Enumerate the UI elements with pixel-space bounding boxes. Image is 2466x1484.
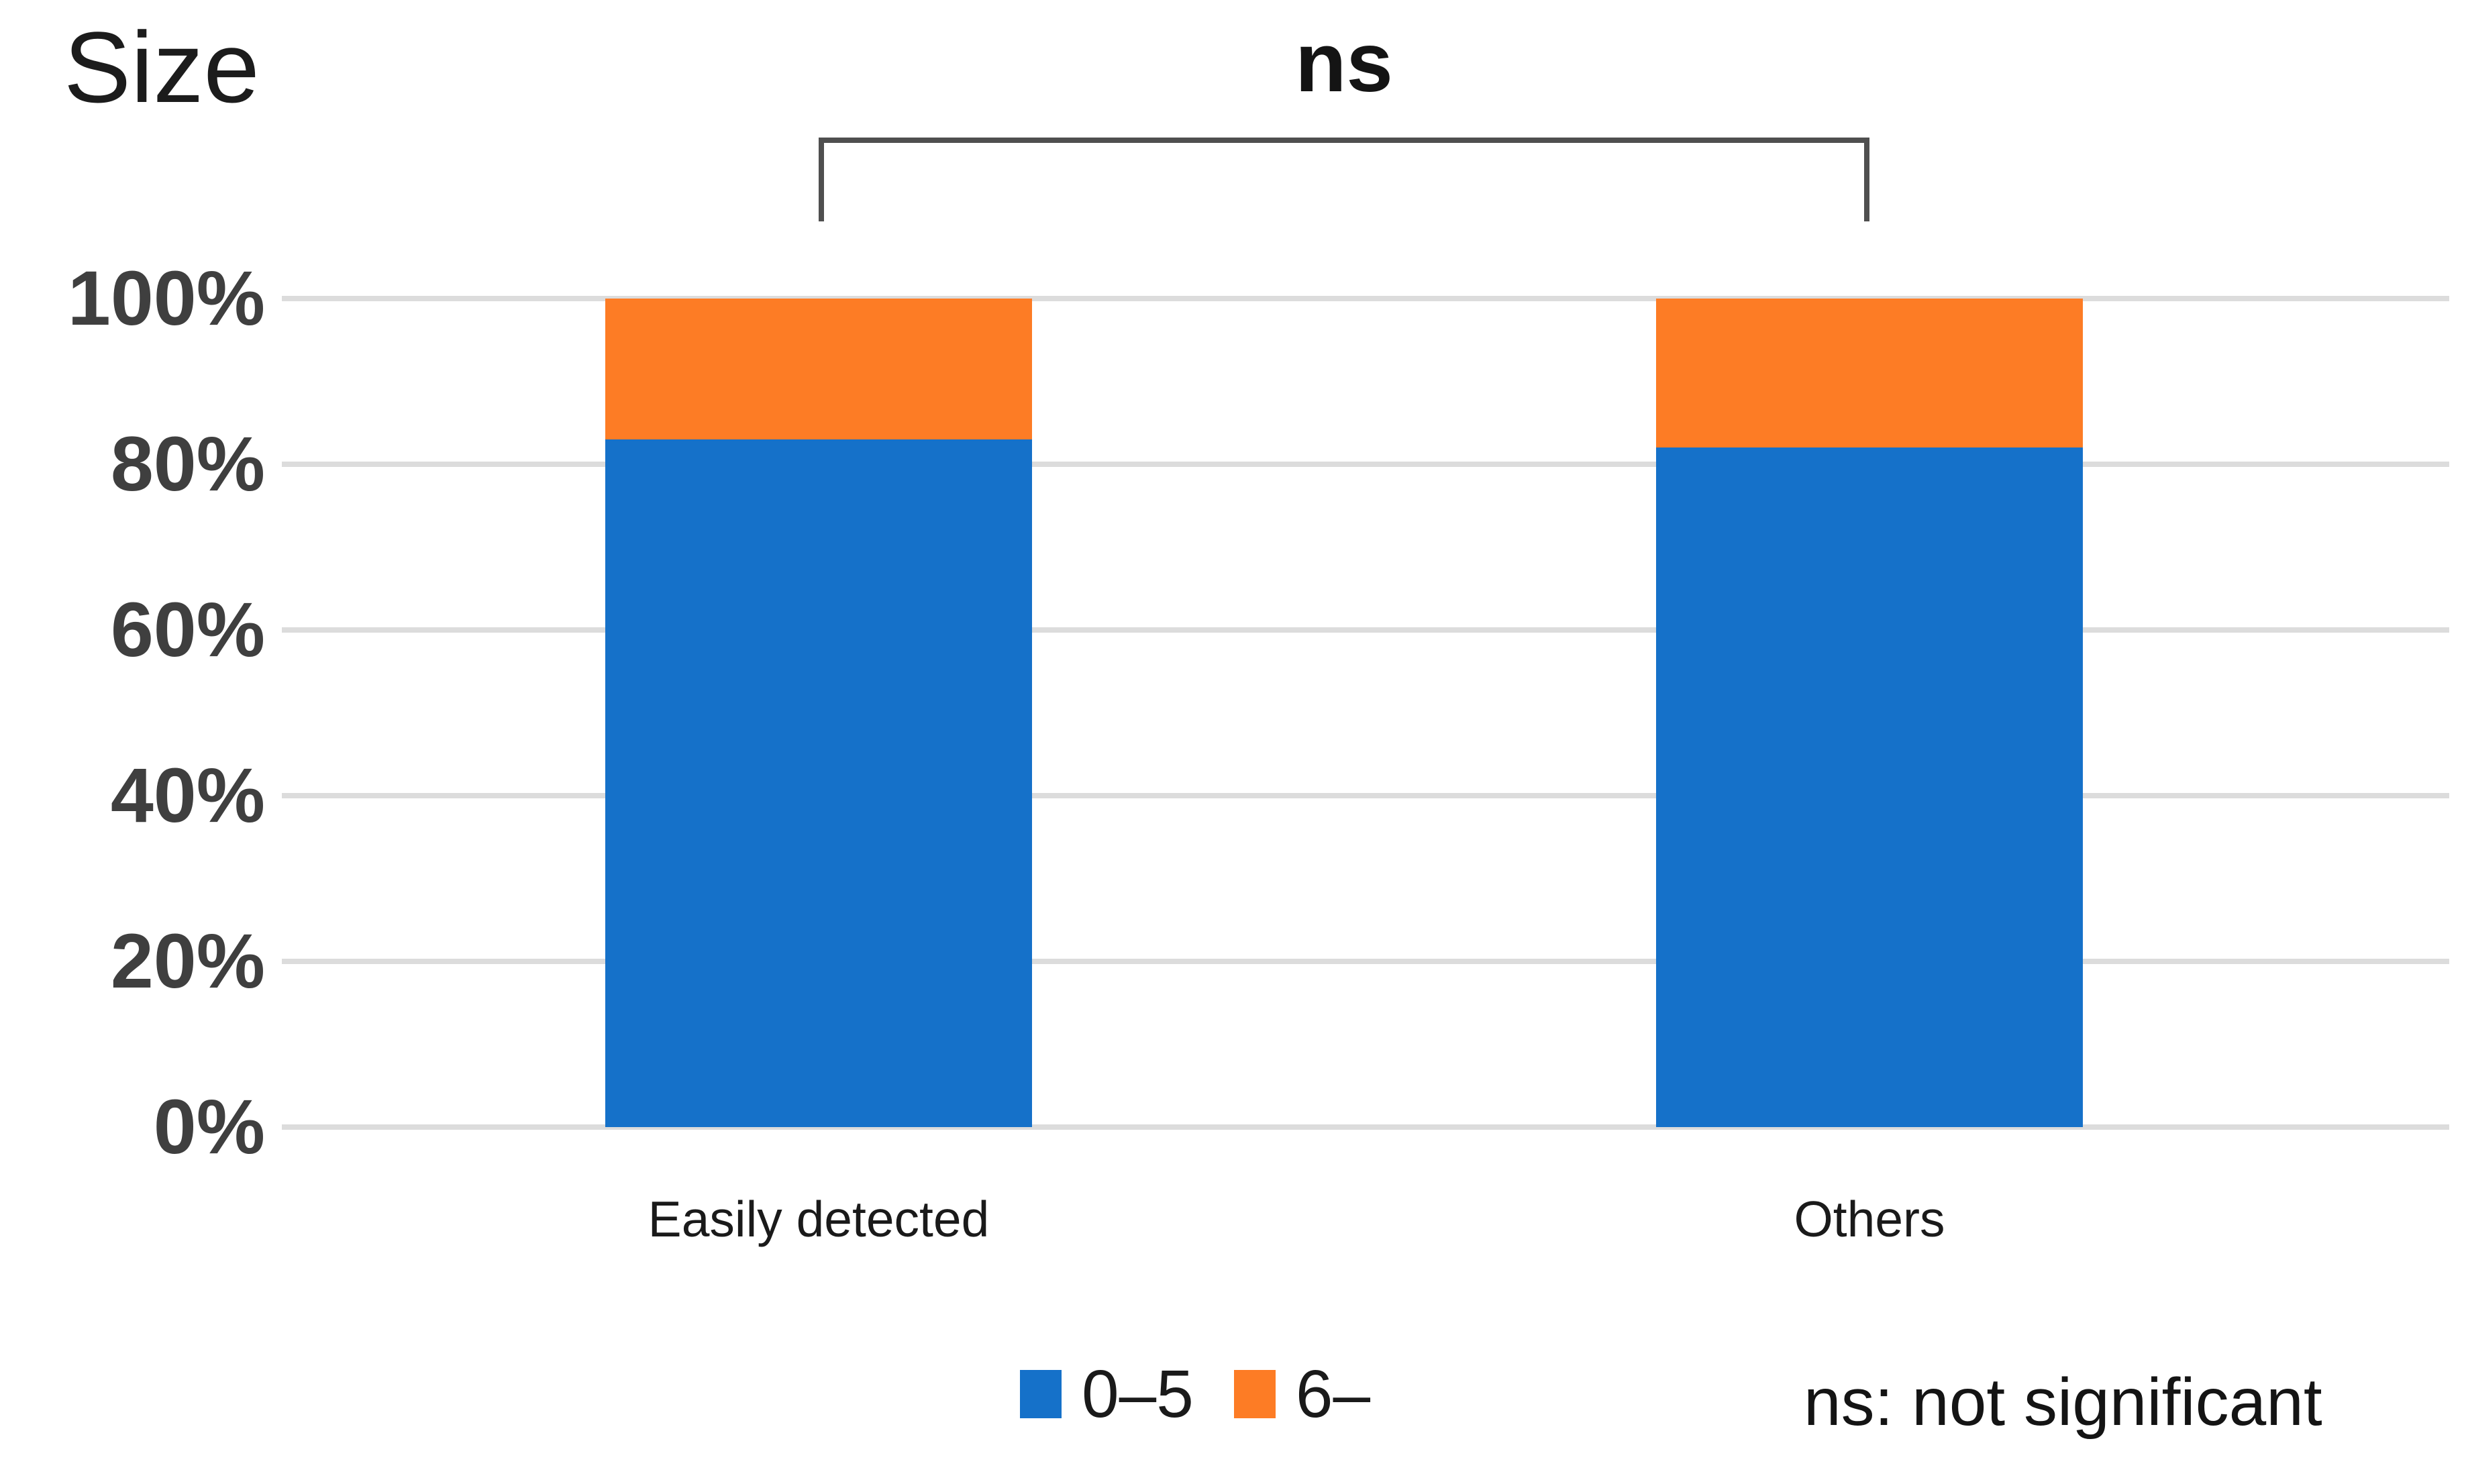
gridline-20 [282,959,2449,964]
bar-easily-detected [605,299,1032,1127]
segment-0-5 [1656,447,2083,1127]
gridline-40 [282,793,2449,798]
segment-6plus [1656,299,2083,448]
legend-swatch-blue [1020,1370,1062,1418]
legend-swatch-orange [1233,1370,1276,1418]
y-axis-tick-label: 40% [110,753,265,839]
y-axis-tick-label: 0% [153,1084,265,1170]
legend-item-6plus: 6– [1233,1357,1371,1432]
significance-label: ns [1295,16,1393,109]
y-axis-tick-label: 100% [67,256,265,341]
significance-footnote: ns: not significant [1804,1365,2322,1440]
segment-6plus [605,299,1032,439]
gridline-80 [282,462,2449,467]
gridline-100 [282,296,2449,301]
x-axis-category-label: Easily detected [648,1191,990,1247]
segment-0-5 [605,439,1032,1127]
legend-label: 0–5 [1082,1357,1194,1432]
gridline-60 [282,627,2449,633]
chart-title: Size [64,11,260,123]
legend-item-0-5: 0–5 [1020,1361,1194,1428]
y-axis-tick-label: 20% [110,918,265,1004]
legend: 0–5 6– [1020,1361,1370,1428]
y-axis-tick-label: 80% [110,421,265,507]
gridline-0 [282,1124,2449,1130]
significance-bracket [819,138,1869,221]
y-axis-tick-label: 60% [110,587,265,673]
bar-others [1656,299,2083,1127]
legend-label: 6– [1295,1357,1371,1432]
x-axis-category-label: Others [1794,1191,1945,1247]
